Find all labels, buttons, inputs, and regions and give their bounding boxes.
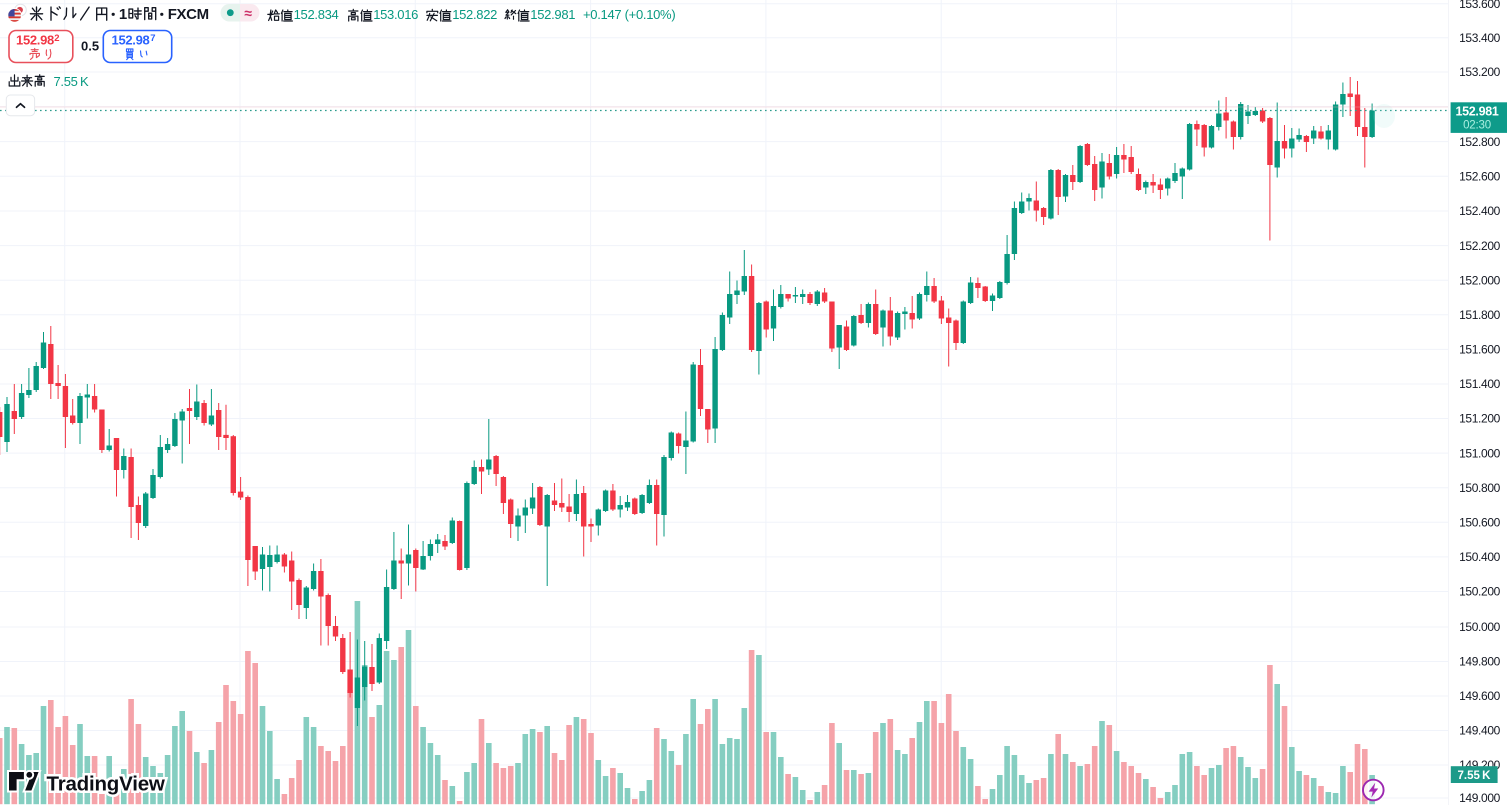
svg-text:151.400: 151.400: [1459, 377, 1501, 391]
svg-text:153.400: 153.400: [1459, 31, 1501, 45]
svg-text:1: 1: [119, 6, 127, 23]
svg-text:150.000: 150.000: [1459, 620, 1501, 634]
svg-text:149.400: 149.400: [1459, 724, 1501, 738]
svg-text:149.600: 149.600: [1459, 689, 1501, 703]
svg-text:152.600: 152.600: [1459, 169, 1501, 183]
svg-text:K: K: [80, 74, 89, 89]
svg-text:152.98: 152.98: [112, 32, 150, 47]
svg-text:150.200: 150.200: [1459, 585, 1501, 599]
svg-text:151.000: 151.000: [1459, 446, 1501, 460]
svg-text:153.200: 153.200: [1459, 65, 1501, 79]
svg-text:153.016: 153.016: [373, 7, 418, 22]
svg-text:2: 2: [54, 33, 59, 44]
svg-text:0.5: 0.5: [81, 38, 99, 53]
svg-text:02:30: 02:30: [1463, 120, 1491, 132]
svg-text:152.981: 152.981: [1455, 105, 1498, 119]
svg-text:152.200: 152.200: [1459, 239, 1501, 253]
svg-text:153.600: 153.600: [1459, 0, 1501, 11]
svg-text:152.800: 152.800: [1459, 135, 1501, 149]
svg-text:149.800: 149.800: [1459, 655, 1501, 669]
svg-text:+0.147 (+0.10%): +0.147 (+0.10%): [583, 7, 675, 22]
svg-text:150.800: 150.800: [1459, 481, 1501, 495]
svg-text:151.200: 151.200: [1459, 412, 1501, 426]
svg-text:FXCM: FXCM: [168, 6, 209, 23]
svg-text:152.981: 152.981: [530, 7, 575, 22]
svg-text:152.822: 152.822: [452, 7, 497, 22]
svg-text:7.55 K: 7.55 K: [1458, 770, 1492, 782]
svg-text:152.400: 152.400: [1459, 204, 1501, 218]
svg-text:150.600: 150.600: [1459, 516, 1501, 530]
svg-text:7.55: 7.55: [54, 74, 78, 89]
svg-text:152.98: 152.98: [16, 32, 54, 47]
svg-text:150.400: 150.400: [1459, 550, 1501, 564]
svg-text:7: 7: [150, 33, 155, 44]
svg-text:151.600: 151.600: [1459, 343, 1501, 357]
svg-text:152.834: 152.834: [294, 7, 339, 22]
svg-text:151.800: 151.800: [1459, 308, 1501, 322]
svg-text:152.000: 152.000: [1459, 273, 1501, 287]
svg-text:149.000: 149.000: [1459, 791, 1501, 805]
svg-text:TradingView: TradingView: [47, 773, 165, 796]
svg-text:≈: ≈: [244, 5, 252, 21]
